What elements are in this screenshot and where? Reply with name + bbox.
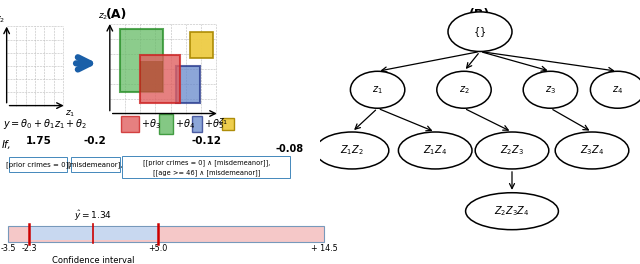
Bar [189, 32, 213, 58]
Bar [221, 118, 234, 130]
Ellipse shape [315, 132, 389, 169]
Ellipse shape [398, 132, 472, 169]
Text: $z_4$: $z_4$ [612, 84, 623, 96]
Text: [[prior crimes = 0] ∧ [misdemeanor]],: [[prior crimes = 0] ∧ [misdemeanor]], [143, 159, 270, 166]
Text: $\{\}$: $\{\}$ [474, 25, 486, 39]
Text: Confidence interval: Confidence interval [52, 256, 135, 264]
Text: $z_1$: $z_1$ [372, 84, 383, 96]
Text: (A): (A) [106, 8, 127, 21]
Text: $z_2$: $z_2$ [459, 84, 469, 96]
Text: $z_2$: $z_2$ [98, 12, 108, 22]
Text: -3.5: -3.5 [1, 244, 16, 253]
Text: $Z_1Z_4$: $Z_1Z_4$ [423, 144, 447, 157]
Text: [[age >= 46] ∧ [misdemeanor]]: [[age >= 46] ∧ [misdemeanor]] [153, 169, 260, 176]
Text: -0.12: -0.12 [191, 136, 221, 146]
Bar [122, 116, 139, 132]
Text: $z_2$: $z_2$ [0, 15, 5, 25]
Text: If,: If, [2, 140, 12, 150]
Text: -2.3: -2.3 [22, 244, 37, 253]
Ellipse shape [351, 71, 405, 108]
Text: $z_1$: $z_1$ [218, 116, 228, 127]
Ellipse shape [448, 12, 512, 51]
Text: $Z_1Z_2$: $Z_1Z_2$ [340, 144, 364, 157]
Text: 1.75: 1.75 [26, 136, 51, 146]
Ellipse shape [466, 193, 558, 230]
Bar [120, 29, 163, 92]
Bar [159, 114, 173, 134]
Text: $+ \theta_3$: $+ \theta_3$ [141, 117, 161, 131]
Text: $Z_3Z_4$: $Z_3Z_4$ [580, 144, 604, 157]
Text: + 14.5: + 14.5 [311, 244, 338, 253]
Ellipse shape [475, 132, 548, 169]
Bar [29, 227, 157, 240]
Text: $+ \theta_5$: $+ \theta_5$ [204, 117, 224, 131]
Bar [177, 66, 200, 103]
Ellipse shape [436, 71, 492, 108]
Text: [misdemeanor],: [misdemeanor], [67, 162, 123, 168]
Text: $y = \theta_0 + \theta_1 z_1 + \theta_2$: $y = \theta_0 + \theta_1 z_1 + \theta_2$ [3, 117, 88, 131]
Bar [140, 61, 163, 92]
Text: +5.0: +5.0 [148, 244, 167, 253]
Text: $\hat{y} = 1.34$: $\hat{y} = 1.34$ [74, 208, 113, 223]
Ellipse shape [556, 132, 628, 169]
Bar [193, 116, 202, 132]
Bar [8, 226, 324, 242]
Bar [140, 55, 180, 103]
Text: -0.2: -0.2 [83, 136, 106, 146]
Text: $z_3$: $z_3$ [545, 84, 556, 96]
Text: (B): (B) [469, 8, 491, 21]
Ellipse shape [590, 71, 640, 108]
Text: [prior crimes = 0],: [prior crimes = 0], [6, 162, 70, 168]
Text: $Z_2Z_3$: $Z_2Z_3$ [500, 144, 524, 157]
Text: $+ \theta_4$: $+ \theta_4$ [175, 117, 195, 131]
Text: $z_1$: $z_1$ [65, 108, 75, 119]
Ellipse shape [523, 71, 578, 108]
Text: -0.08: -0.08 [275, 144, 303, 154]
Text: $Z_2Z_3Z_4$: $Z_2Z_3Z_4$ [494, 204, 530, 218]
